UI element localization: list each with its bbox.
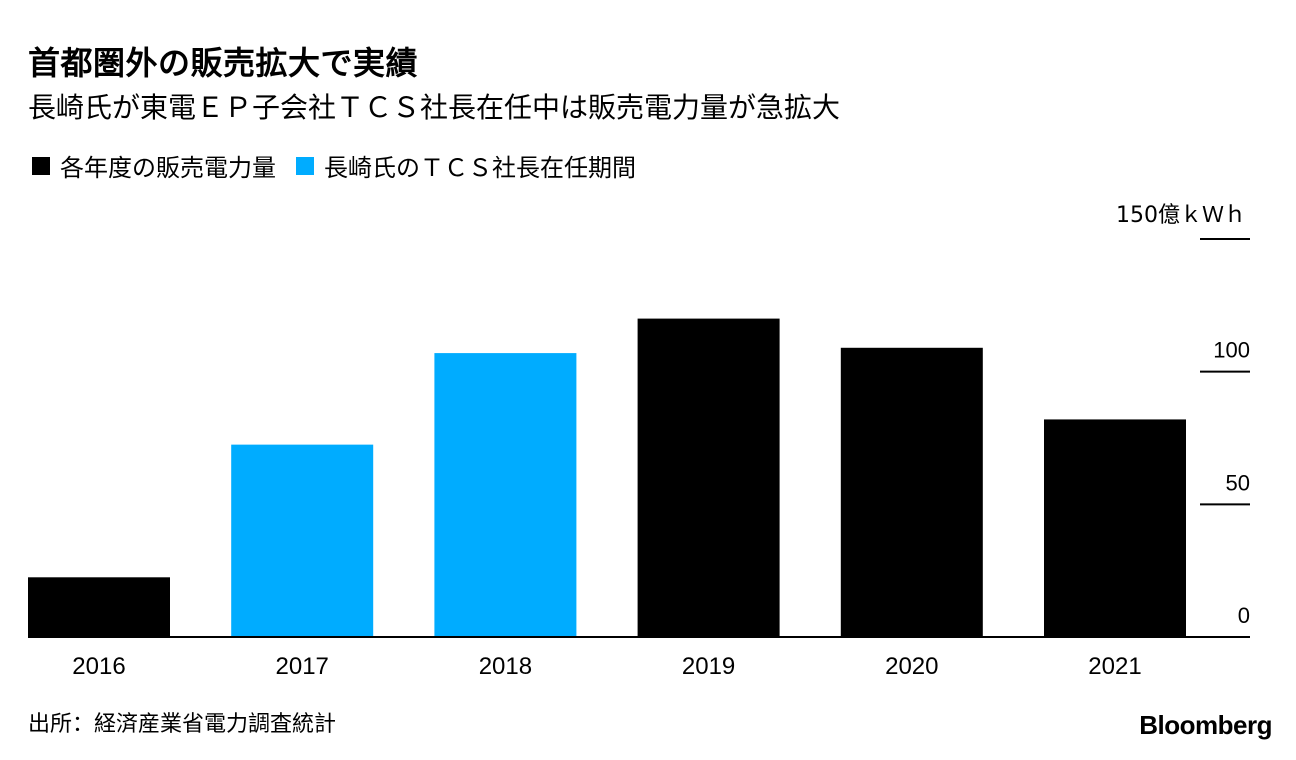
legend-swatch-black — [32, 156, 50, 175]
y-axis-unit-label: 150億ｋＷｈ — [1116, 203, 1246, 228]
bar-2020 — [840, 347, 983, 637]
bar-2017 — [231, 444, 374, 637]
y-tick-label-0: 0 — [1238, 603, 1250, 628]
y-tick-label-100: 100 — [1213, 338, 1250, 363]
source-note: 出所：経済産業省電力調査統計 — [28, 712, 337, 737]
x-tick-label-2020: 2020 — [885, 653, 938, 680]
x-tick-label-2016: 2016 — [72, 653, 125, 680]
legend-item-sales: 各年度の販売電力量 — [32, 148, 276, 183]
y-tick-label-50: 50 — [1226, 470, 1250, 495]
legend: 各年度の販売電力量 長崎氏のＴＣＳ社長在任期間 — [32, 148, 656, 183]
legend-item-tenure: 長崎氏のＴＣＳ社長在任期間 — [296, 148, 636, 183]
x-tick-label-2019: 2019 — [682, 653, 735, 680]
legend-label-tenure: 長崎氏のＴＣＳ社長在任期間 — [324, 154, 636, 182]
x-tick-label-2021: 2021 — [1088, 653, 1141, 680]
bar-2019 — [637, 318, 780, 637]
x-tick-label-2018: 2018 — [479, 653, 532, 680]
bar-2021 — [1044, 419, 1186, 637]
chart-subtitle: 長崎氏が東電ＥＰ子会社ＴＣＳ社長在任中は販売電力量が急拡大 — [28, 91, 841, 124]
chart-title: 首都圏外の販売拡大で実績 — [28, 44, 419, 82]
legend-label-sales: 各年度の販売電力量 — [60, 154, 276, 182]
bar-2018 — [434, 353, 577, 637]
x-tick-label-2017: 2017 — [276, 653, 329, 680]
bar-2016 — [28, 577, 170, 637]
bloomberg-logo: Bloomberg — [1139, 710, 1272, 740]
legend-swatch-blue — [296, 156, 314, 175]
